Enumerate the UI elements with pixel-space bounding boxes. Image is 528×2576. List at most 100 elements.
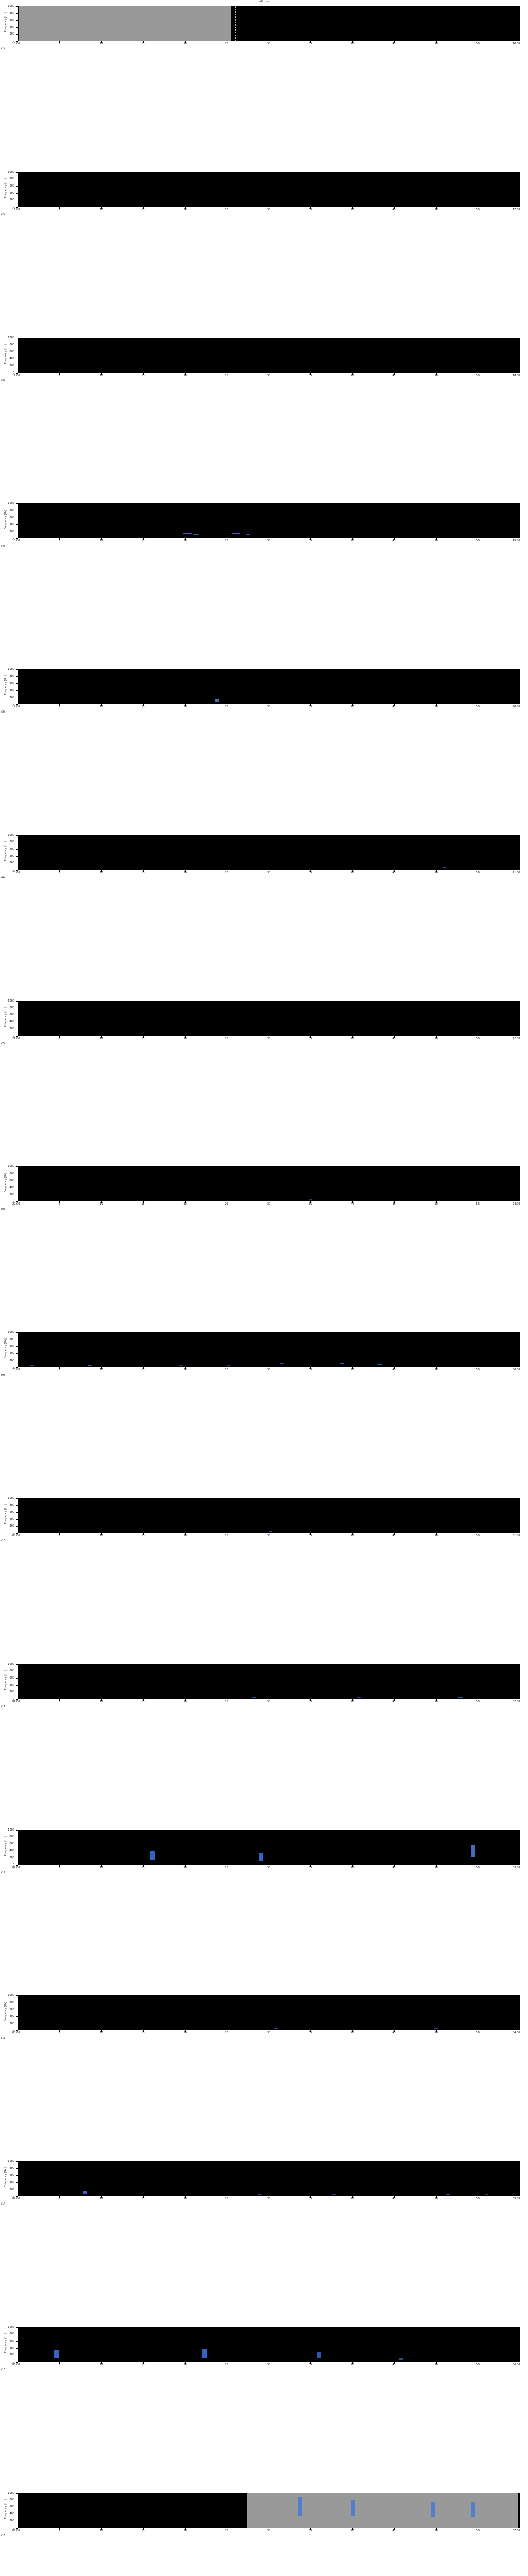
- x-tick-label: 40: [351, 1866, 354, 1869]
- x-tick-mark: [185, 1699, 186, 1701]
- data-gap-region: [248, 2493, 518, 2528]
- x-tick-label: 20: [183, 208, 187, 211]
- y-tick-label: 400: [9, 25, 14, 29]
- marker-line: [235, 6, 236, 41]
- spectrogram-panel: Frequency [Hz] 0 200 400 600 800 1000 5 10 15 20 25…: [0, 1993, 528, 2159]
- x-tick-mark: [352, 2196, 353, 2198]
- spectral-detection: [399, 2358, 404, 2360]
- y-tick-label: 800: [9, 2166, 14, 2170]
- x-tick-label: 35: [308, 1700, 312, 1703]
- x-tick-label: 55: [476, 1037, 480, 1040]
- panel-end-time: 18:00: [513, 374, 520, 377]
- x-tick-label: 40: [351, 2031, 354, 2035]
- y-axis-label: Frequency [Hz]: [4, 675, 7, 696]
- y-tick-label: 1000: [8, 1828, 14, 1832]
- panel-start-time: 04:00: [12, 2197, 20, 2201]
- x-tick-label: 50: [434, 1368, 438, 1372]
- x-tick-mark: [185, 2362, 186, 2364]
- spectral-detection: [252, 1697, 256, 1698]
- x-tick-label: 30: [267, 539, 271, 543]
- x-tick-mark: [436, 1533, 437, 1535]
- x-tick-label: 5: [58, 2529, 60, 2532]
- x-tick-label: 20: [183, 871, 187, 874]
- x-tick-mark: [143, 2030, 144, 2032]
- y-tick-mark: [16, 2182, 18, 2183]
- x-tick-label: 10: [100, 2363, 103, 2366]
- x-tick-label: 35: [308, 42, 312, 45]
- x-tick-label: 25: [225, 208, 229, 211]
- y-tick-label: 200: [9, 1856, 14, 1859]
- x-tick-label: 5: [58, 2197, 60, 2201]
- x-tick-mark: [101, 2196, 102, 2198]
- panel-index-label: (13): [1, 2037, 7, 2040]
- x-tick-label: 35: [308, 208, 312, 211]
- spectrogram-panel: Frequency [Hz] 0 200 400 600 800 1000 5 10 15 20 25…: [0, 2325, 528, 2491]
- plot-area: [18, 503, 520, 539]
- x-tick-label: 55: [476, 42, 480, 45]
- x-tick-label: 40: [351, 871, 354, 874]
- y-tick-label: 1000: [8, 170, 14, 174]
- x-tick-mark: [310, 41, 311, 43]
- x-tick-mark: [436, 1865, 437, 1867]
- x-tick-mark: [143, 41, 144, 43]
- y-tick-label: 200: [9, 1524, 14, 1528]
- x-tick-label: 45: [392, 1866, 396, 1869]
- x-tick-mark: [352, 1036, 353, 1038]
- x-tick-label: 10: [100, 2529, 103, 2532]
- x-tick-label: 20: [183, 2529, 187, 2532]
- panel-start-time: 00:00: [12, 1534, 20, 1537]
- x-tick-mark: [143, 1036, 144, 1038]
- y-tick-label: 0: [12, 2526, 14, 2530]
- x-tick-label: 40: [351, 1534, 354, 1537]
- spectral-detection: [471, 1845, 475, 1857]
- x-tick-label: 20: [183, 1866, 187, 1869]
- spectral-detection: [182, 533, 193, 535]
- x-tick-label: 5: [58, 871, 60, 874]
- spectrogram-panel: Frequency [Hz] 0 200 400 600 800 1000 5 10 15 20 25…: [0, 4, 528, 170]
- y-tick-label: 400: [9, 1683, 14, 1687]
- y-axis-label: Frequency [Hz]: [4, 1173, 7, 1193]
- x-tick-label: 35: [308, 2031, 312, 2035]
- x-tick-label: 35: [308, 705, 312, 709]
- y-tick-label: 1000: [8, 1994, 14, 1997]
- x-tick-mark: [185, 1036, 186, 1038]
- x-tick-label: 45: [392, 1368, 396, 1372]
- x-tick-mark: [143, 1699, 144, 1701]
- x-tick-label: 30: [267, 2363, 271, 2366]
- x-tick-mark: [352, 538, 353, 540]
- x-tick-mark: [143, 1367, 144, 1369]
- x-tick-mark: [352, 1367, 353, 1369]
- panel-index-label: (2): [1, 213, 5, 216]
- x-tick-label: 20: [183, 1534, 187, 1537]
- x-tick-mark: [352, 2362, 353, 2364]
- y-tick-mark: [16, 690, 18, 691]
- spectral-detection: [273, 2028, 278, 2029]
- x-tick-label: 50: [434, 2529, 438, 2532]
- x-tick-label: 15: [141, 1534, 145, 1537]
- x-tick-label: 5: [58, 705, 60, 709]
- panel-start-time: 18:00: [12, 539, 20, 543]
- x-tick-label: 15: [141, 2363, 145, 2366]
- spectral-detection: [150, 1850, 155, 1861]
- x-tick-label: 50: [434, 42, 438, 45]
- y-tick-label: 600: [9, 350, 14, 353]
- x-tick-mark: [352, 2030, 353, 2032]
- y-tick-label: 800: [9, 2001, 14, 2004]
- y-tick-mark: [16, 34, 18, 35]
- x-tick-label: 30: [267, 374, 271, 377]
- x-tick-mark: [185, 372, 186, 375]
- x-tick-label: 40: [351, 2363, 354, 2366]
- x-tick-label: 25: [225, 1202, 229, 1206]
- y-tick-mark: [16, 41, 18, 42]
- y-tick-mark: [16, 669, 18, 670]
- panel-end-time: 21:00: [513, 871, 520, 874]
- y-tick-mark: [16, 849, 18, 850]
- y-tick-label: 200: [9, 198, 14, 202]
- plot-area: [18, 1995, 520, 2031]
- y-axis-label: Frequency [Hz]: [4, 1007, 7, 1027]
- x-tick-label: 45: [392, 705, 396, 709]
- y-tick-label: 400: [9, 688, 14, 692]
- x-tick-mark: [310, 704, 311, 706]
- spectrogram-panel: Frequency [Hz] 0 200 400 600 800 1000 5 10 15 20 25…: [0, 667, 528, 833]
- x-tick-label: 55: [476, 871, 480, 874]
